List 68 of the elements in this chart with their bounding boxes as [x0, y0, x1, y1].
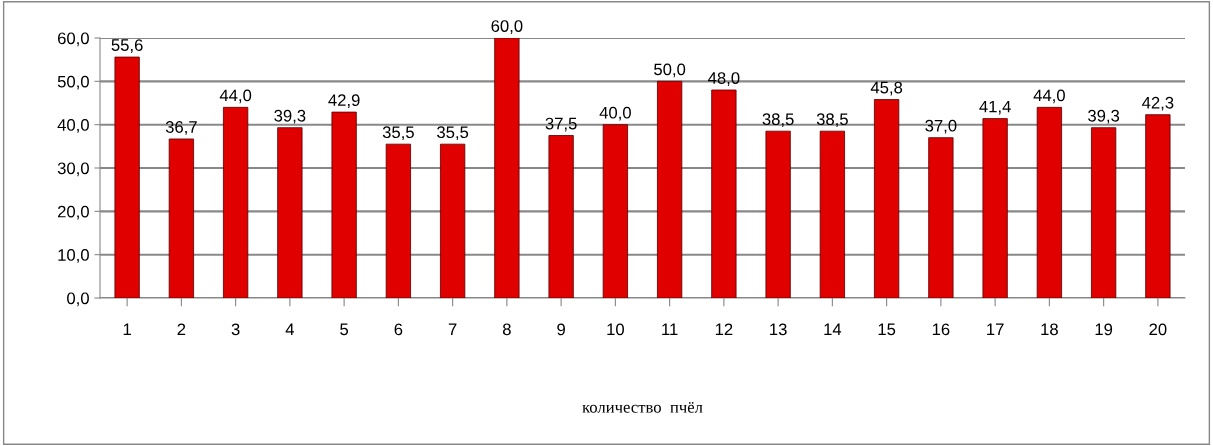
- data-label: 38,5: [816, 113, 848, 128]
- x-tick-label: 15: [878, 323, 896, 336]
- y-tick-label: 60,0: [57, 32, 89, 47]
- data-label: 40,0: [599, 106, 631, 121]
- data-label: 50,0: [654, 63, 686, 78]
- bar: [928, 137, 954, 298]
- x-tick-label: 14: [824, 323, 842, 336]
- data-label: 39,3: [274, 109, 306, 124]
- x-tick-label: 9: [557, 323, 565, 336]
- y-tick-label: 20,0: [57, 205, 89, 220]
- bar: [494, 38, 520, 298]
- data-label: 35,5: [382, 126, 414, 141]
- data-label: 41,4: [979, 100, 1011, 115]
- x-axis-title: количество пчёл: [582, 402, 703, 413]
- bar: [657, 80, 683, 298]
- data-label: 42,9: [328, 94, 360, 108]
- x-tick-label: 18: [1041, 323, 1058, 336]
- x-tick-label: 8: [502, 323, 511, 336]
- bar: [385, 143, 411, 298]
- data-label: 44,0: [219, 89, 252, 104]
- data-label: 38,5: [762, 113, 794, 128]
- x-tick-label: 2: [177, 323, 186, 336]
- bar: [1145, 114, 1171, 298]
- bar: [602, 124, 628, 298]
- x-tick-label: 5: [340, 323, 349, 336]
- bar: [711, 89, 737, 298]
- x-tick-label: 1: [123, 323, 131, 336]
- x-tick-label: 16: [932, 323, 950, 336]
- data-label: 35,5: [437, 126, 469, 141]
- bar: [1036, 106, 1062, 298]
- data-label: 44,0: [1033, 89, 1065, 104]
- data-label: 39,3: [1088, 109, 1120, 124]
- x-tick-label: 19: [1095, 323, 1113, 336]
- y-tick-label: 40,0: [57, 119, 89, 133]
- x-tick-label: 7: [448, 323, 457, 336]
- bar: [982, 118, 1008, 298]
- bar: [765, 130, 791, 298]
- y-tick-label: 0,0: [67, 292, 89, 307]
- bar: [168, 138, 194, 298]
- x-tick-label: 13: [770, 323, 787, 336]
- x-tick-label: 12: [715, 323, 733, 336]
- bar: [548, 135, 574, 298]
- x-tick-label: 6: [394, 323, 403, 336]
- bar: [819, 130, 845, 298]
- bar: [1091, 127, 1117, 298]
- x-tick-label: 20: [1149, 323, 1167, 336]
- bar: [277, 127, 303, 298]
- data-label: 37,5: [545, 117, 577, 132]
- y-tick-label: 50,0: [57, 75, 89, 90]
- x-tick-label: 4: [285, 323, 295, 336]
- bar: [874, 99, 900, 298]
- y-tick-label: 10,0: [58, 249, 89, 263]
- bar: [440, 143, 466, 298]
- x-tick-label: 17: [987, 323, 1004, 336]
- y-tick-label: 30,0: [57, 162, 89, 177]
- x-tick-label: 11: [662, 323, 678, 336]
- data-label: 45,8: [870, 81, 903, 96]
- bar: [331, 111, 357, 298]
- data-label: 55,6: [111, 39, 143, 53]
- data-label: 42,3: [1142, 96, 1174, 111]
- data-label: 37,0: [925, 119, 957, 134]
- data-label: 36,7: [165, 121, 197, 135]
- x-tick-label: 10: [607, 323, 624, 336]
- x-tick-label: 3: [231, 323, 240, 336]
- bar: [223, 106, 249, 298]
- data-label: 48,0: [708, 72, 740, 86]
- data-label: 60,0: [491, 20, 523, 34]
- bar: [114, 56, 140, 298]
